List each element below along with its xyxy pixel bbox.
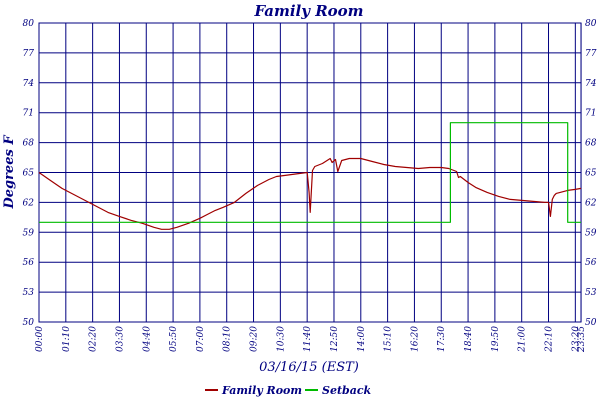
- y-tick-label: 80: [585, 19, 597, 29]
- y-tick-label: 74: [585, 79, 597, 89]
- x-tick-label: 05:50: [169, 326, 179, 352]
- x-tick-label: 07:00: [196, 326, 206, 352]
- x-tick-label: 00:00: [35, 326, 45, 352]
- x-tick-labels: 00:00 01:10 02:20 03:30 04:40 05:50 07:00 08:10…: [35, 326, 587, 353]
- x-tick-label: 15:10: [384, 326, 394, 352]
- y-tick-label: 59: [23, 228, 35, 238]
- legend-label-setback: Setback: [322, 384, 372, 397]
- x-tick-label: 10:30: [276, 326, 286, 352]
- y-tick-label: 53: [23, 288, 35, 298]
- x-tick-label: 18:40: [464, 326, 474, 352]
- x-tick-label: 14:00: [357, 326, 367, 352]
- y-tick-label: 77: [585, 49, 597, 59]
- y-tick-label: 62: [585, 198, 597, 208]
- y-tick-label: 50: [585, 318, 597, 328]
- y-tick-label: 71: [23, 109, 34, 119]
- y-tick-labels-left: 50 53 56 59 62 65 68 71 74 77 80: [23, 19, 35, 328]
- series-layer: [38, 122, 582, 230]
- y-tick-label: 68: [585, 139, 597, 149]
- y-axis-label: Degrees F: [2, 135, 17, 210]
- x-tick-label: 23:35: [577, 326, 587, 353]
- y-tick-label: 65: [23, 169, 35, 179]
- y-tick-label: 56: [23, 258, 35, 268]
- grid: [38, 22, 582, 323]
- x-tick-label: 08:10: [223, 326, 233, 352]
- x-tick-label: 23:20: [571, 326, 581, 353]
- x-tick-label: 16:20: [410, 326, 420, 352]
- y-tick-label: 74: [23, 79, 35, 89]
- y-tick-label: 56: [585, 258, 597, 268]
- legend-label-family-room: Family Room: [221, 384, 302, 397]
- chart-title: Family Room: [253, 2, 363, 20]
- y-tick-label: 68: [23, 139, 35, 149]
- y-tick-label: 80: [23, 19, 35, 29]
- y-tick-label: 65: [585, 169, 597, 179]
- series-line-setback: [39, 122, 581, 223]
- legend: Family Room Setback: [205, 384, 372, 397]
- x-tick-label: 01:10: [62, 326, 72, 352]
- y-tick-label: 53: [585, 288, 597, 298]
- x-tick-label: 11:40: [303, 326, 313, 352]
- y-tick-label: 71: [585, 109, 596, 119]
- x-tick-label: 12:50: [330, 326, 340, 352]
- x-tick-label: 22:10: [545, 326, 555, 353]
- y-tick-label: 62: [23, 198, 35, 208]
- x-tick-label: 03:30: [115, 326, 125, 352]
- y-tick-label: 50: [23, 318, 35, 328]
- x-tick-label: 04:40: [142, 326, 152, 352]
- x-tick-label: 19:50: [491, 326, 501, 352]
- y-tick-labels-right: 50 53 56 59 62 65 68 71 74 77 80: [585, 19, 597, 328]
- x-tick-label: 09:20: [250, 326, 260, 352]
- series-line-family-room: [38, 157, 582, 230]
- y-tick-label: 59: [585, 228, 597, 238]
- y-tick-label: 77: [23, 49, 35, 59]
- x-tick-label: 17:30: [437, 326, 447, 352]
- x-tick-label: 02:20: [89, 326, 99, 352]
- x-tick-label: 21:00: [518, 326, 528, 353]
- x-axis-label: 03/16/15 (EST): [259, 360, 359, 375]
